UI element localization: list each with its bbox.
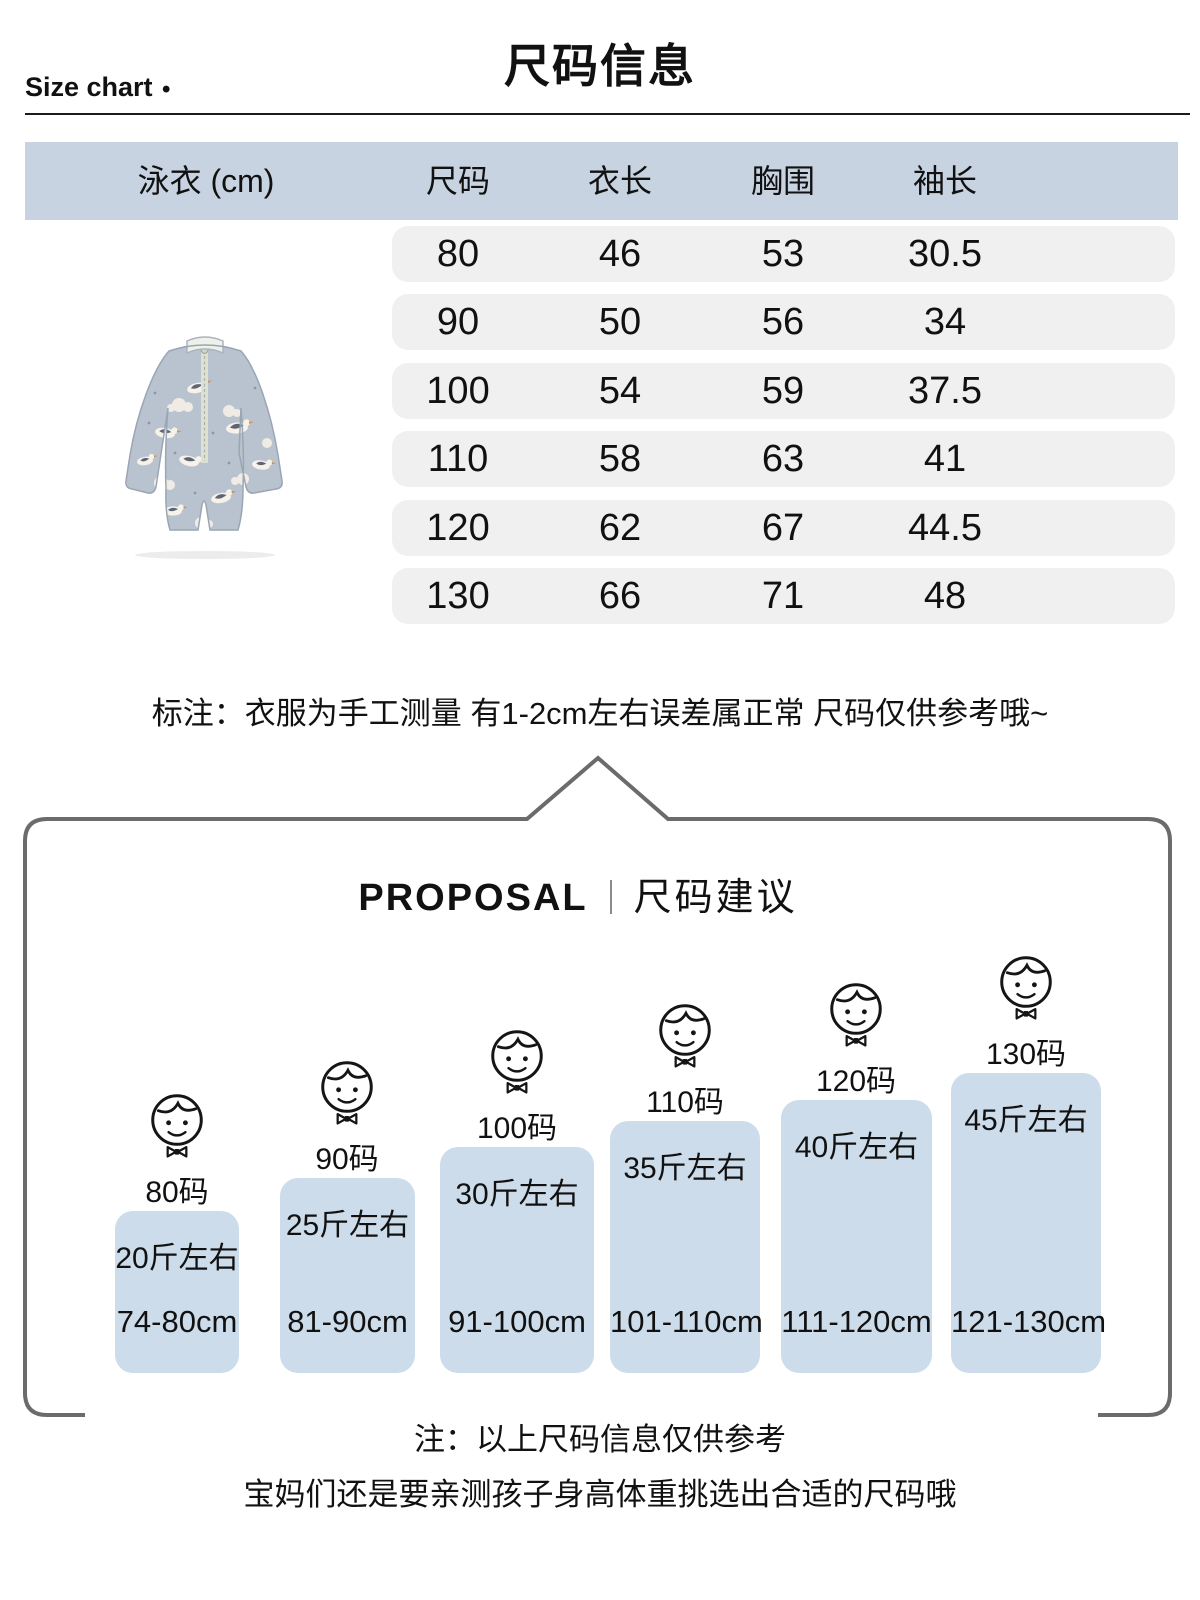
measurement-note: 标注：衣服为手工测量 有1-2cm左右误差属正常 尺码仅供参考哦~ bbox=[151, 696, 1049, 731]
length-value: 62 bbox=[598, 507, 642, 549]
size-label: 130码 bbox=[985, 1038, 1067, 1071]
boy-face-icon bbox=[998, 953, 1054, 1026]
proposal-title: PROPOSAL 尺码建议 bbox=[0, 866, 1156, 921]
bottom-note-line2: 宝妈们还是要亲测孩子身高体重挑选出合适的尺码哦 bbox=[243, 1477, 957, 1512]
proposal-column-box: 35斤左右 101-110cm bbox=[610, 1121, 763, 1373]
proposal-title-en: PROPOSAL bbox=[358, 877, 588, 919]
height-range-label: 74-80cm bbox=[116, 1304, 238, 1339]
weight-label: 20斤左右 bbox=[115, 1242, 239, 1275]
proposal-column-head: 110码 bbox=[595, 1001, 775, 1120]
page-title: 尺码信息 bbox=[504, 40, 696, 92]
table-row: 120 62 67 44.5 bbox=[392, 500, 1175, 556]
weight-label: 40斤左右 bbox=[794, 1131, 919, 1164]
size-label: 80码 bbox=[145, 1176, 209, 1209]
header-divider bbox=[25, 113, 1190, 115]
table-row: 100 54 59 37.5 bbox=[392, 363, 1175, 419]
length-value: 50 bbox=[598, 301, 642, 343]
bottom-note-line1: 注：以上尺码信息仅供参考 bbox=[414, 1422, 786, 1457]
boy-face-icon bbox=[319, 1058, 375, 1131]
sleeve-value: 30.5 bbox=[908, 233, 982, 275]
height-range-label: 111-120cm bbox=[781, 1304, 932, 1339]
boy-face-icon bbox=[489, 1027, 545, 1100]
weight-label: 35斤左右 bbox=[623, 1152, 747, 1185]
proposal-column-box: 45斤左右 121-130cm bbox=[951, 1073, 1107, 1373]
table-header-sleeve: 袖长 bbox=[912, 163, 978, 199]
table-row: 130 66 71 48 bbox=[392, 568, 1175, 624]
length-value: 46 bbox=[598, 233, 642, 275]
table-row: 90 50 56 34 bbox=[392, 294, 1175, 350]
size-label: 90码 bbox=[315, 1143, 379, 1176]
proposal-column-head: 80码 bbox=[87, 1091, 267, 1210]
sleeve-value: 37.5 bbox=[908, 370, 982, 412]
size-label: 110码 bbox=[646, 1086, 724, 1119]
sleeve-value: 41 bbox=[923, 438, 967, 480]
height-range-label: 91-100cm bbox=[448, 1304, 586, 1339]
size-value: 100 bbox=[426, 370, 490, 412]
sleeve-value: 48 bbox=[923, 575, 967, 617]
proposal-column-box: 30斤左右 91-100cm bbox=[440, 1147, 594, 1373]
weight-label: 30斤左右 bbox=[455, 1178, 579, 1211]
length-value: 58 bbox=[598, 438, 642, 480]
sleeve-value: 44.5 bbox=[908, 507, 982, 549]
proposal-column-box: 20斤左右 74-80cm bbox=[115, 1211, 239, 1373]
table-header-chest: 胸围 bbox=[750, 163, 816, 199]
table-header-product: 泳衣 (cm) bbox=[137, 163, 275, 199]
table-row: 110 58 63 41 bbox=[392, 431, 1175, 487]
chest-value: 71 bbox=[761, 575, 805, 617]
height-range-label: 81-90cm bbox=[287, 1304, 408, 1339]
chest-value: 63 bbox=[761, 438, 805, 480]
size-value: 90 bbox=[436, 301, 480, 343]
proposal-column-box: 40斤左右 111-120cm bbox=[781, 1100, 932, 1373]
proposal-title-cn: 尺码建议 bbox=[633, 877, 798, 919]
chest-value: 56 bbox=[761, 301, 805, 343]
title-separator bbox=[609, 880, 612, 914]
size-value: 110 bbox=[427, 438, 489, 480]
table-header-size: 尺码 bbox=[425, 163, 491, 199]
size-label: 120码 bbox=[815, 1065, 897, 1098]
proposal-column-head: 90码 bbox=[257, 1058, 437, 1177]
boy-face-icon bbox=[657, 1001, 713, 1074]
bullet-dot: • bbox=[162, 76, 171, 103]
size-value: 80 bbox=[436, 233, 480, 275]
height-range-label: 121-130cm bbox=[951, 1304, 1107, 1339]
proposal-column-box: 25斤左右 81-90cm bbox=[280, 1178, 415, 1373]
size-label: 100码 bbox=[476, 1112, 558, 1145]
height-range-label: 101-110cm bbox=[610, 1304, 763, 1339]
chest-value: 67 bbox=[761, 507, 805, 549]
page-subtitle: Size chart bbox=[25, 72, 153, 102]
length-value: 54 bbox=[598, 370, 642, 412]
length-value: 66 bbox=[598, 575, 642, 617]
table-header-length: 衣长 bbox=[587, 163, 653, 199]
proposal-column-head: 100码 bbox=[427, 1027, 607, 1146]
size-value: 130 bbox=[426, 575, 490, 617]
table-row: 80 46 53 30.5 bbox=[392, 226, 1175, 282]
chest-value: 59 bbox=[761, 370, 805, 412]
boy-face-icon bbox=[149, 1091, 205, 1164]
proposal-column-head: 120码 bbox=[766, 980, 946, 1099]
table-header: 泳衣 (cm) 尺码 衣长 胸围 袖长 bbox=[25, 142, 1178, 220]
boy-face-icon bbox=[828, 980, 884, 1053]
size-value: 120 bbox=[426, 507, 490, 549]
chest-value: 53 bbox=[761, 233, 805, 275]
proposal-column-head: 130码 bbox=[936, 953, 1116, 1072]
product-image-swimsuit bbox=[125, 336, 283, 559]
weight-label: 25斤左右 bbox=[285, 1209, 410, 1242]
weight-label: 45斤左右 bbox=[964, 1104, 1088, 1137]
sleeve-value: 34 bbox=[923, 301, 967, 343]
